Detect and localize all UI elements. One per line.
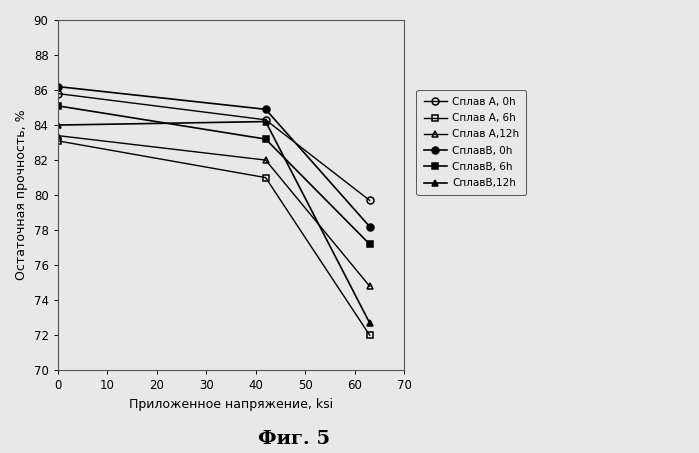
Сплав А,12h — [261, 157, 270, 163]
Line: СплавВ, 0h: СплавВ, 0h — [54, 83, 373, 230]
Сплав А,12h — [53, 133, 62, 138]
СплавВ,12h — [53, 122, 62, 128]
СплавВ, 6h — [53, 103, 62, 109]
СплавВ, 0h — [53, 84, 62, 89]
Line: СплавВ,12h: СплавВ,12h — [54, 118, 373, 327]
Сплав А, 6h — [261, 175, 270, 180]
Сплав А, 6h — [53, 138, 62, 144]
Line: Сплав А, 0h: Сплав А, 0h — [54, 90, 373, 204]
Line: СплавВ, 6h: СплавВ, 6h — [54, 102, 373, 248]
Сплав А,12h — [366, 284, 374, 289]
СплавВ,12h — [366, 320, 374, 326]
СплавВ, 6h — [261, 136, 270, 142]
СплавВ,12h — [261, 119, 270, 124]
Line: Сплав А,12h: Сплав А,12h — [54, 132, 373, 289]
Text: Фиг. 5: Фиг. 5 — [257, 430, 330, 448]
Y-axis label: Остаточная прочность, %: Остаточная прочность, % — [15, 110, 28, 280]
Сплав А, 0h — [366, 198, 374, 203]
СплавВ, 6h — [366, 241, 374, 247]
СплавВ, 0h — [261, 106, 270, 112]
Сплав А, 6h — [366, 333, 374, 338]
X-axis label: Приложенное напряжение, ksi: Приложенное напряжение, ksi — [129, 398, 333, 411]
СплавВ, 0h — [366, 224, 374, 229]
Сплав А, 0h — [53, 91, 62, 96]
Сплав А, 0h — [261, 117, 270, 122]
Legend: Сплав А, 0h, Сплав А, 6h, Сплав А,12h, СплавВ, 0h, СплавВ, 6h, СплавВ,12h: Сплав А, 0h, Сплав А, 6h, Сплав А,12h, С… — [417, 90, 526, 196]
Line: Сплав А, 6h: Сплав А, 6h — [54, 137, 373, 339]
